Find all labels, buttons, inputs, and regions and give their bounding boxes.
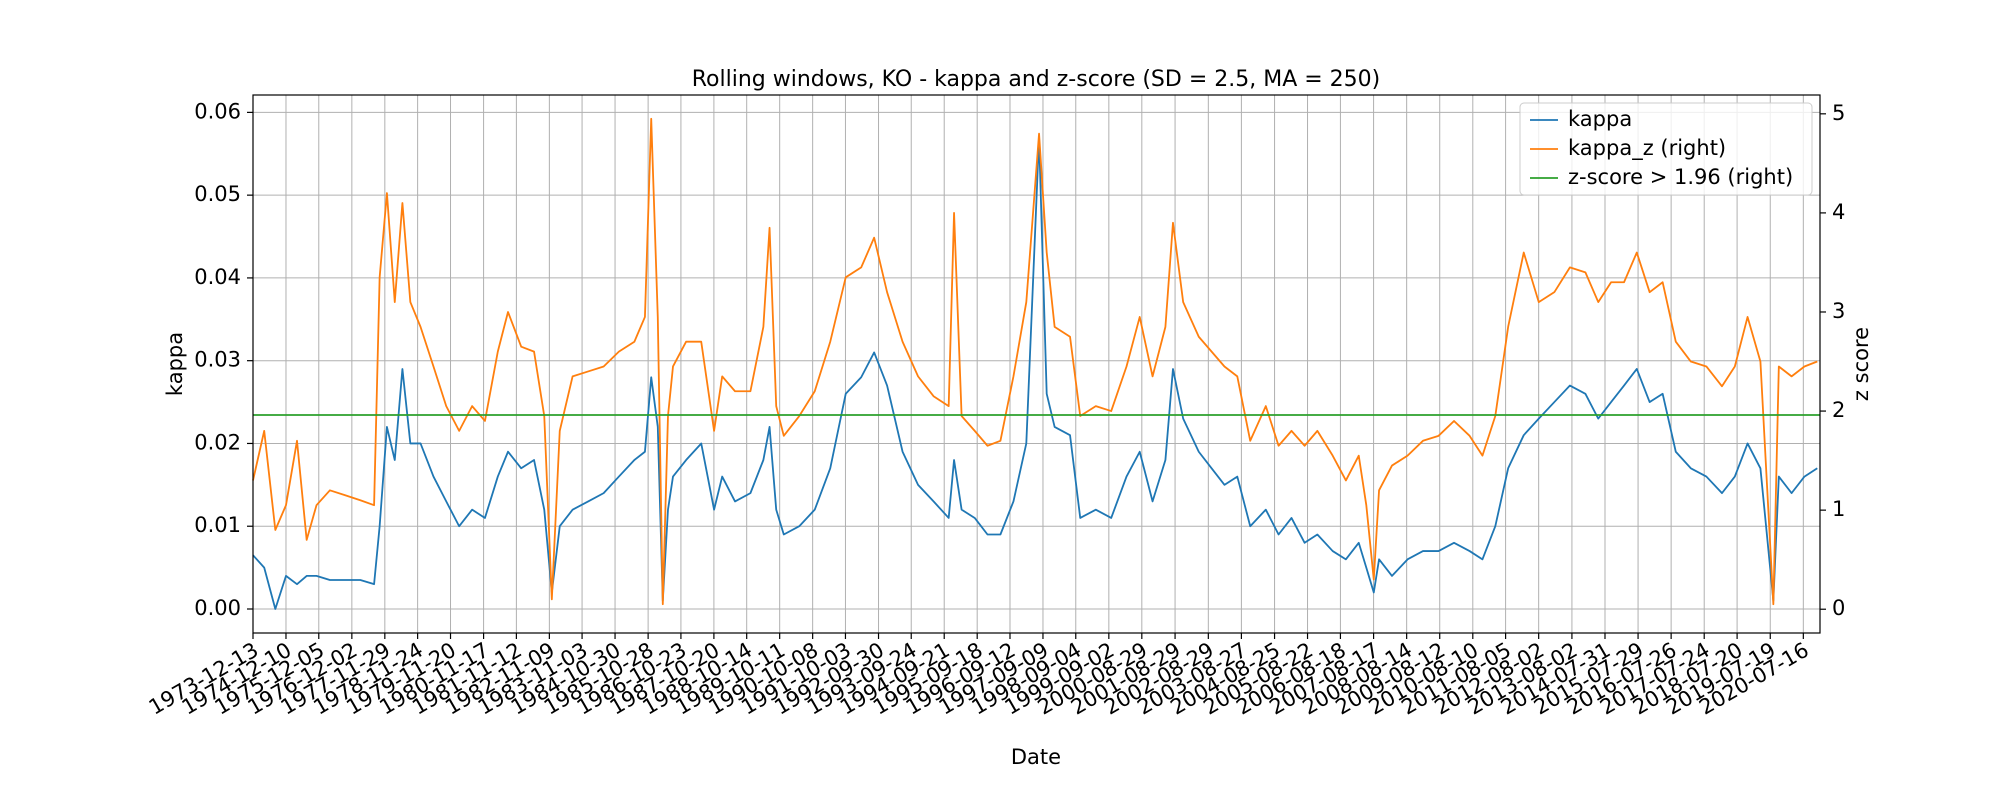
- legend: kappa kappa_z (right) z-score > 1.96 (righ…: [1519, 102, 1813, 196]
- series-line: [252, 136, 1818, 610]
- y2-tick-label: 1: [1832, 497, 1845, 521]
- y-tick-label: 0.06: [194, 99, 241, 123]
- y-tick-label: 0.02: [194, 430, 241, 454]
- y2-tick-label: 5: [1832, 101, 1845, 125]
- plot-frame: [252, 94, 1821, 634]
- y-tick-label: 0.05: [194, 182, 241, 206]
- y2-axis-label: z score: [1849, 327, 1873, 401]
- y2-tick-label: 4: [1832, 200, 1845, 224]
- y-tick-label: 0.03: [194, 348, 241, 372]
- chart-title: Rolling windows, KO - kappa and z-score …: [692, 67, 1381, 92]
- x-axis-label: Date: [1011, 745, 1061, 769]
- legend-label: kappa: [1568, 107, 1632, 131]
- y-tick-label: 0.01: [194, 513, 241, 537]
- y-axis-label: kappa: [163, 332, 187, 396]
- y2-tick-label: 3: [1832, 299, 1845, 323]
- y-tick-label: 0.00: [194, 596, 241, 620]
- y2-tick-label: 2: [1832, 398, 1845, 422]
- y-tick-label: 0.04: [194, 265, 241, 289]
- legend-label: z-score > 1.96 (right): [1568, 165, 1793, 189]
- series-line: [252, 117, 1818, 606]
- legend-box: [1519, 102, 1813, 196]
- legend-label: kappa_z (right): [1568, 136, 1726, 161]
- y2-tick-label: 0: [1832, 596, 1845, 620]
